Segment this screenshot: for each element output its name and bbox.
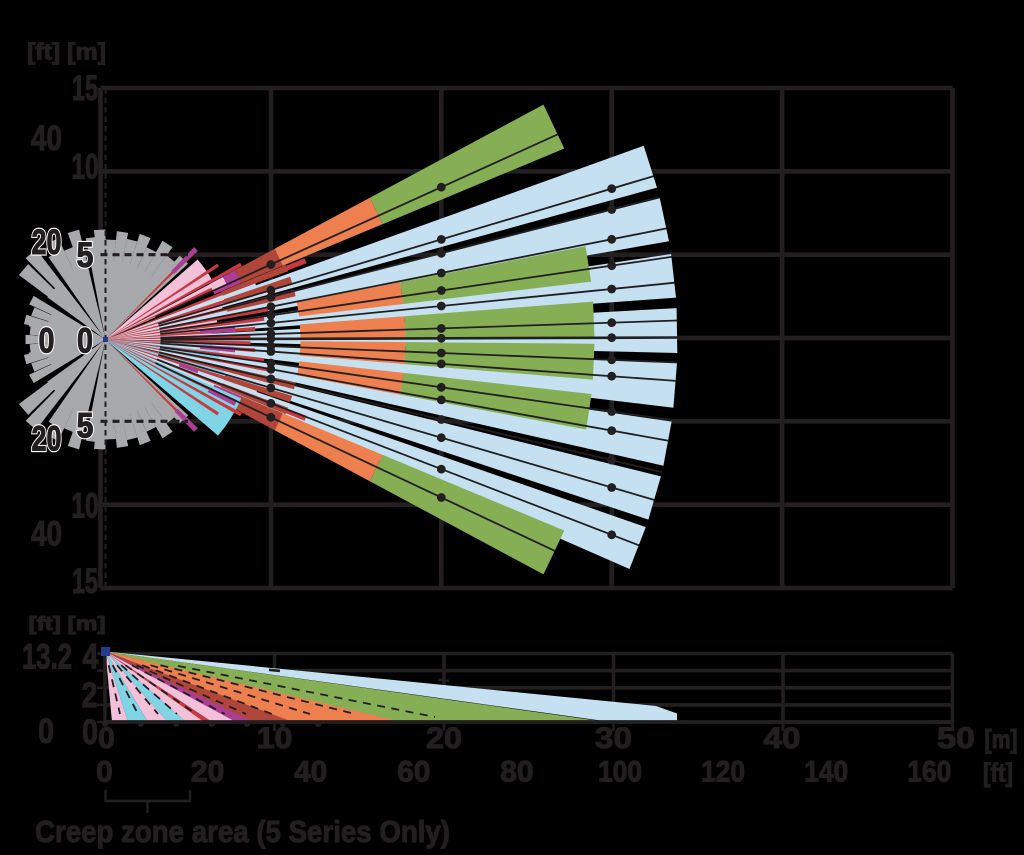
svg-text:15: 15 — [72, 69, 98, 108]
svg-text:60: 60 — [397, 756, 430, 789]
svg-text:0: 0 — [38, 712, 54, 751]
svg-text:0: 0 — [39, 322, 55, 361]
svg-text:40: 40 — [31, 119, 62, 158]
svg-text:5: 5 — [77, 236, 94, 275]
svg-text:40: 40 — [31, 515, 62, 554]
svg-text:10: 10 — [71, 148, 99, 187]
svg-text:[ft] [m]: [ft] [m] — [29, 613, 106, 635]
svg-text:Creep zone area (5 Series Only: Creep zone area (5 Series Only) — [35, 814, 450, 849]
svg-text:120: 120 — [701, 756, 745, 789]
svg-text:15: 15 — [72, 562, 98, 601]
svg-text:5: 5 — [77, 236, 94, 275]
svg-text:20: 20 — [32, 420, 62, 459]
svg-text:40: 40 — [764, 722, 801, 755]
svg-text:[m]: [m] — [985, 724, 1018, 754]
svg-text:140: 140 — [804, 756, 848, 789]
svg-text:20: 20 — [426, 722, 462, 755]
svg-text:0: 0 — [82, 713, 98, 752]
svg-text:4: 4 — [83, 638, 99, 677]
svg-text:20: 20 — [32, 223, 62, 262]
svg-text:100: 100 — [598, 756, 642, 789]
svg-text:[ft] [m]: [ft] [m] — [27, 39, 106, 65]
svg-text:0: 0 — [96, 756, 113, 789]
svg-text:40: 40 — [294, 756, 327, 789]
svg-text:[ft]: [ft] — [983, 758, 1013, 788]
svg-text:10: 10 — [71, 487, 99, 526]
svg-text:5: 5 — [77, 407, 94, 446]
svg-text:13.2: 13.2 — [22, 638, 72, 677]
svg-text:0: 0 — [77, 321, 93, 360]
svg-text:0: 0 — [98, 722, 115, 755]
svg-text:0: 0 — [77, 321, 93, 360]
svg-text:20: 20 — [32, 223, 62, 262]
svg-text:160: 160 — [907, 756, 951, 789]
svg-text:10: 10 — [257, 722, 293, 755]
svg-text:2: 2 — [82, 676, 98, 715]
svg-text:80: 80 — [500, 756, 533, 789]
svg-text:5: 5 — [77, 407, 94, 446]
svg-text:0: 0 — [39, 322, 55, 361]
svg-text:20: 20 — [32, 420, 62, 459]
svg-text:50: 50 — [937, 722, 975, 755]
svg-text:20: 20 — [191, 756, 224, 789]
svg-text:30: 30 — [595, 722, 632, 755]
